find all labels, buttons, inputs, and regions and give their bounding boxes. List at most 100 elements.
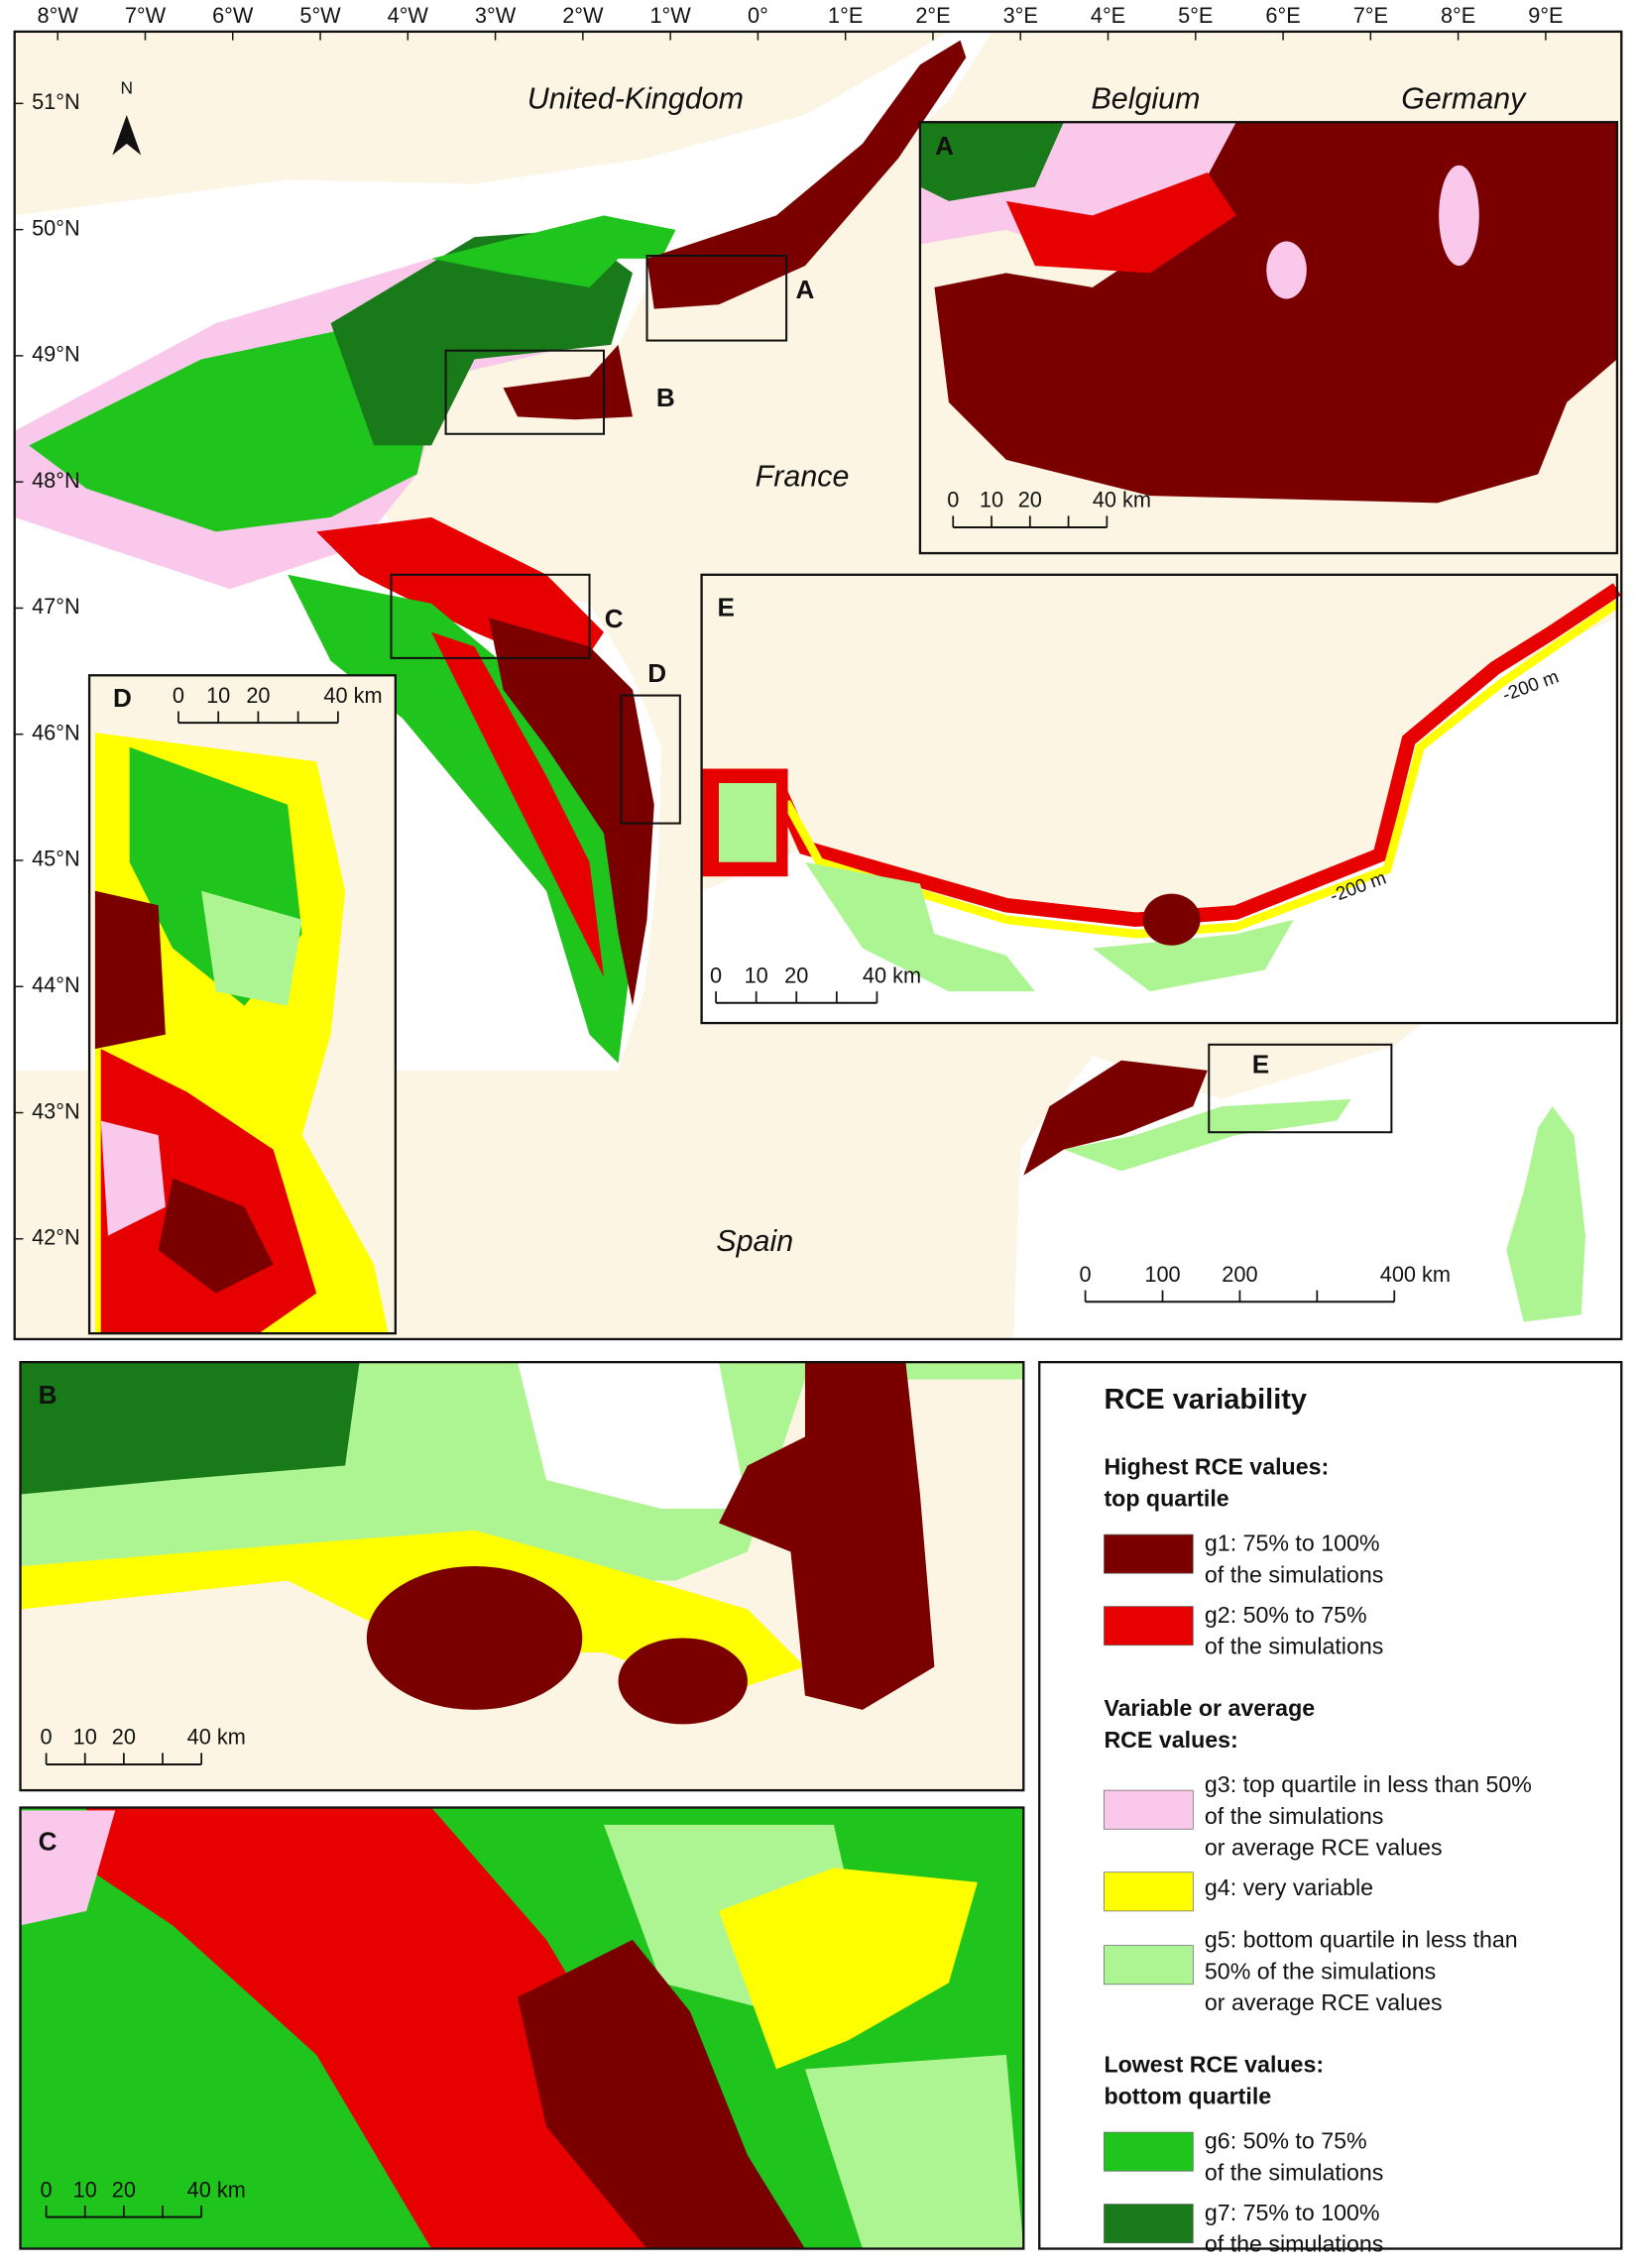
country-label: Germany [1401,82,1527,116]
legend-label: of the simulations [1205,2231,1383,2257]
inset-label: A [935,131,954,161]
legend-heading: RCE values: [1104,1727,1237,1753]
longitude-label: 5°E [1178,3,1213,28]
shelf [646,40,967,309]
country-label: United-Kingdom [527,82,744,116]
longitude-label: 5°W [299,3,341,28]
latitude-label: 47°N [32,594,80,619]
scale-label: 10 [980,488,1003,512]
latitude-label: 48°N [32,468,80,493]
scale-label: 40 km [187,2177,246,2202]
scale-label: 10 [745,963,768,987]
zone [1439,165,1479,267]
panel-frame [19,1806,1025,2250]
legend-label: or average RCE values [1205,1835,1443,1861]
longitude-label: 7°E [1353,3,1388,28]
legend-label: g1: 75% to 100% [1205,1530,1380,1555]
scale-label: 0 [710,963,722,987]
legend-frame [1038,1360,1623,2250]
legend-title: RCE variability [1104,1384,1307,1416]
zone [718,782,776,862]
box-label: C [605,604,624,633]
zone [718,1362,935,1710]
legend-swatch [1104,1789,1194,1830]
panel-b [19,1360,1025,1792]
legend-swatch [1104,2204,1194,2244]
longitude-label: 2°W [562,3,604,28]
zone [100,1120,166,1236]
inset-label: C [39,1827,58,1857]
country-label: Spain [716,1224,793,1258]
scale-label: 40 km [863,963,921,987]
legend-swatch [1104,2131,1194,2172]
country-label: Belgium [1092,82,1201,116]
longitude-label: 2°E [915,3,950,28]
latitude-label: 42°N [32,1225,80,1250]
inset-frame [918,121,1619,555]
scale-label: 10 [73,1725,97,1750]
zone [158,1178,274,1294]
legend-label: g5: bottom quartile in less than [1205,1926,1518,1952]
scale-label: 20 [1018,488,1042,512]
zone [518,1939,805,2249]
shelf [330,229,634,446]
legend-label: of the simulations [1205,2159,1383,2185]
latitude-label: 50°N [32,215,80,240]
latitude-label: 49°N [32,342,80,367]
scale-label: 0 [41,1725,53,1750]
legend-label: of the simulations [1205,1803,1383,1829]
inset-d [87,674,397,1335]
longitude-label: 3°E [1003,3,1038,28]
legend-heading: Lowest RCE values: [1104,2052,1324,2078]
longitude-label: 4°E [1091,3,1125,28]
inset-frame [87,674,397,1335]
scale-label: 0 [41,2177,53,2202]
panel-frame [19,1360,1025,1792]
inset-label: E [718,592,735,622]
longitude-label: 7°W [125,3,167,28]
scale-label: 20 [112,1725,136,1750]
scale-label: 100 [1144,1262,1180,1287]
inset-box [1208,1043,1393,1134]
legend-label: g6: 50% to 75% [1205,2127,1367,2153]
zone [94,890,166,1050]
legend-label: of the simulations [1205,1561,1383,1587]
sea [518,1362,748,1509]
longitude-label: 9°E [1528,3,1563,28]
scale-label: 40 km [187,1725,246,1750]
inset-box [645,255,788,342]
scale-label: 20 [784,963,808,987]
inset-box [620,694,681,825]
scale-label: 10 [206,683,230,708]
shelf [431,215,676,287]
shelf [1506,1106,1586,1322]
legend-label: g3: top quartile in less than 50% [1205,1771,1532,1797]
inset-e [700,573,1621,1025]
main-map-frame [13,30,1623,1341]
zone [20,1362,360,1495]
legend-label: g4: very variable [1205,1874,1373,1900]
longitude-label: 8°W [38,3,79,28]
inset-frame [700,573,1619,1025]
shelf [503,344,634,420]
scale-label: 10 [73,2177,97,2202]
latitude-label: 46°N [32,720,80,744]
zone [86,1807,690,2249]
scale-label: 0 [947,488,959,512]
longitude-label: 6°W [212,3,254,28]
box-label: D [647,658,666,688]
zone [1142,893,1201,946]
zone [1005,171,1236,274]
latitude-label: 51°N [32,89,80,114]
shelf [1063,1098,1351,1172]
legend-swatch [1104,1871,1194,1912]
inset-a [918,121,1619,555]
zone [919,122,1064,201]
longitude-label: 1°E [828,3,863,28]
box-label: B [656,383,675,412]
inset-box [444,349,606,435]
zone [1266,241,1307,299]
zone [804,2054,1024,2249]
